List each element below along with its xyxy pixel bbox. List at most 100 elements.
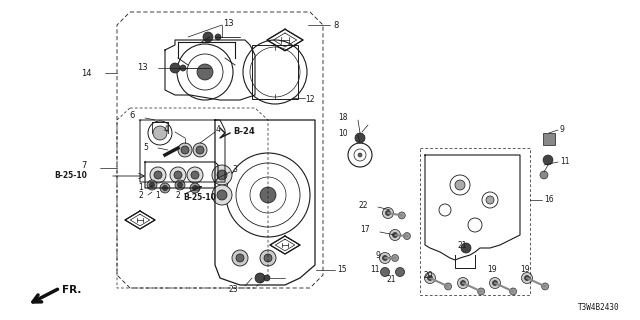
Text: 1: 1	[156, 191, 161, 201]
Circle shape	[163, 186, 168, 190]
Circle shape	[217, 170, 227, 180]
Circle shape	[212, 185, 232, 205]
Circle shape	[191, 171, 199, 179]
Circle shape	[178, 143, 192, 157]
Circle shape	[160, 183, 170, 193]
Circle shape	[461, 281, 465, 285]
Text: 13: 13	[223, 20, 234, 28]
Text: 3: 3	[232, 165, 237, 174]
Circle shape	[193, 186, 198, 190]
Circle shape	[215, 34, 221, 40]
Circle shape	[203, 32, 213, 42]
Circle shape	[181, 146, 189, 154]
Circle shape	[428, 276, 433, 281]
Text: B-25-10: B-25-10	[54, 171, 87, 180]
Circle shape	[540, 171, 548, 179]
Circle shape	[264, 254, 272, 262]
Circle shape	[490, 277, 500, 289]
Circle shape	[381, 268, 390, 276]
Circle shape	[150, 182, 154, 188]
Circle shape	[255, 273, 265, 283]
Circle shape	[147, 180, 157, 190]
Text: 8: 8	[333, 20, 339, 29]
Text: 21: 21	[387, 276, 396, 284]
Circle shape	[174, 171, 182, 179]
Circle shape	[236, 254, 244, 262]
Circle shape	[175, 180, 185, 190]
Circle shape	[170, 167, 186, 183]
Circle shape	[383, 207, 394, 219]
Text: 22: 22	[358, 201, 368, 210]
Text: B-24: B-24	[233, 126, 255, 135]
Circle shape	[355, 133, 365, 143]
Text: 20: 20	[423, 271, 433, 281]
Circle shape	[260, 187, 276, 203]
Circle shape	[522, 273, 532, 284]
Text: 1: 1	[138, 183, 143, 193]
Circle shape	[154, 171, 162, 179]
Circle shape	[187, 167, 203, 183]
Circle shape	[196, 146, 204, 154]
Circle shape	[445, 283, 452, 290]
Text: 15: 15	[337, 266, 347, 275]
Text: 21: 21	[457, 241, 467, 250]
Circle shape	[212, 165, 232, 185]
Text: 4: 4	[216, 125, 221, 134]
Text: 10: 10	[339, 129, 348, 138]
Circle shape	[461, 243, 471, 253]
Text: 23: 23	[228, 284, 238, 293]
Circle shape	[180, 65, 186, 71]
Text: 18: 18	[339, 113, 348, 122]
Text: 5: 5	[143, 142, 148, 151]
Circle shape	[170, 63, 180, 73]
Circle shape	[190, 183, 200, 193]
Text: 17: 17	[360, 226, 370, 235]
Circle shape	[232, 250, 248, 266]
Circle shape	[543, 155, 553, 165]
Circle shape	[403, 233, 410, 240]
Circle shape	[486, 196, 494, 204]
Circle shape	[217, 190, 227, 200]
Text: 2: 2	[175, 191, 180, 201]
Circle shape	[392, 254, 399, 261]
Circle shape	[509, 288, 516, 295]
Circle shape	[455, 180, 465, 190]
Bar	[252, 45, 298, 99]
Bar	[543, 133, 555, 145]
Circle shape	[380, 252, 390, 263]
Circle shape	[424, 273, 435, 284]
Text: 19: 19	[487, 266, 497, 275]
Text: 19: 19	[520, 266, 530, 275]
Circle shape	[541, 283, 548, 290]
Text: 11: 11	[560, 156, 570, 165]
Text: 2: 2	[138, 190, 143, 199]
Circle shape	[153, 126, 167, 140]
Text: 4: 4	[163, 125, 168, 134]
Circle shape	[525, 276, 529, 281]
Circle shape	[358, 153, 362, 157]
Text: 16: 16	[544, 196, 554, 204]
Circle shape	[197, 64, 213, 80]
Circle shape	[193, 143, 207, 157]
Text: 14: 14	[81, 68, 92, 77]
Circle shape	[150, 167, 166, 183]
Circle shape	[260, 250, 276, 266]
Circle shape	[458, 277, 468, 289]
Circle shape	[392, 233, 397, 237]
Circle shape	[477, 288, 484, 295]
Circle shape	[390, 229, 401, 241]
Circle shape	[385, 211, 390, 215]
Text: 11: 11	[371, 266, 380, 275]
Text: FR.: FR.	[62, 285, 81, 295]
Circle shape	[383, 255, 387, 260]
Text: 7: 7	[82, 161, 87, 170]
Text: 6: 6	[130, 111, 135, 121]
Circle shape	[493, 281, 497, 285]
Circle shape	[177, 182, 182, 188]
Text: 9: 9	[560, 124, 565, 133]
Text: 13: 13	[138, 63, 148, 73]
Circle shape	[396, 268, 404, 276]
Text: B-25-10: B-25-10	[183, 194, 216, 203]
Circle shape	[398, 212, 405, 219]
Circle shape	[264, 275, 270, 281]
